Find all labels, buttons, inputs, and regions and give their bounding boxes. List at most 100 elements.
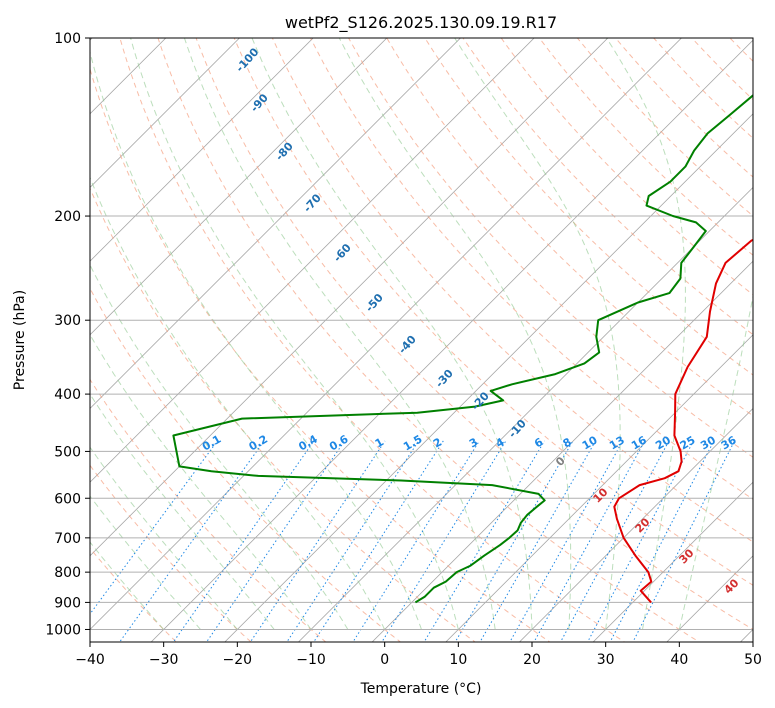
y-tick-label: 200: [54, 209, 81, 225]
mixing-ratio-label: 36: [719, 433, 739, 452]
isotherm-line: [90, 38, 462, 410]
mixing-ratio-line: [249, 440, 386, 642]
x-tick-label: 50: [744, 652, 762, 668]
moist-adiabat-line: [678, 293, 753, 630]
dry-adiabat-line: [90, 464, 252, 642]
mixing-ratio-line: [205, 440, 345, 642]
y-axis: 100 200 300 400 500 600 700 800 900 1000: [45, 31, 90, 638]
y-axis-label: Pressure (hPa): [12, 290, 28, 390]
moist-adiabat-line: [90, 333, 312, 630]
isotherm-line: [371, 260, 753, 642]
mixing-ratio-line: [479, 440, 596, 642]
y-tick-label: 100: [54, 31, 81, 47]
x-axis: −40 −30 −20 −10 0 10 20 30 40 50: [75, 642, 762, 668]
mixing-ratio-line: [509, 440, 624, 642]
dry-adiabat-line: [157, 38, 701, 642]
isotherm-line: [297, 186, 753, 642]
x-tick-label: −10: [296, 652, 326, 668]
moist-adiabat-line: [251, 38, 533, 630]
dry-adiabat-line: [90, 287, 402, 642]
isotherm-line: [90, 38, 241, 189]
isotherm-label: -50: [363, 291, 386, 315]
chart-title: wetPf2_S126.2025.130.09.19.R17: [285, 13, 557, 33]
dry-adiabat-line: [576, 38, 753, 217]
isotherm-line: [90, 38, 683, 631]
isotherm-line: [224, 113, 753, 642]
plot-area: [90, 38, 753, 642]
mixing-ratio-line: [587, 440, 694, 642]
mixing-ratio-label: 0.1: [200, 432, 223, 453]
dry-adiabat-line: [348, 38, 753, 458]
isotherm-line: [666, 555, 753, 642]
dry-adiabat-line: [119, 38, 626, 642]
moist-adiabat-line: [338, 38, 572, 630]
y-tick-label: 500: [54, 444, 81, 460]
mixing-ratio-label: 16: [629, 433, 649, 452]
isotherm-label: 10: [591, 485, 611, 505]
dry-adiabat-line: [386, 38, 753, 417]
mixing-ratio-line: [609, 440, 715, 642]
x-tick-label: 30: [597, 652, 615, 668]
mixing-ratio-line: [632, 440, 735, 642]
moist-adiabat-line: [130, 38, 459, 630]
mixing-ratio-line: [119, 440, 265, 642]
y-tick-label: 700: [54, 531, 81, 547]
isotherm-label: 0: [553, 454, 568, 469]
x-tick-label: −20: [223, 652, 253, 668]
x-axis-label: Temperature (°C): [360, 681, 482, 697]
mixing-ratio-line: [90, 440, 218, 615]
y-tick-label: 300: [54, 313, 81, 329]
mixing-ratio-label: 13: [607, 434, 627, 453]
mixing-ratio-line: [352, 440, 480, 642]
x-tick-label: 10: [449, 652, 467, 668]
dry-adiabat-line: [309, 38, 753, 500]
dry-adiabat-line: [271, 38, 753, 543]
y-tick-label: 800: [54, 565, 81, 581]
dry-adiabat-line: [424, 38, 753, 376]
isotherm-label: -20: [469, 389, 492, 413]
mixing-ratio-line: [286, 440, 420, 642]
line-labels: -100-90-80-70-60-50-40-30-20-10010203040…: [200, 45, 742, 596]
mixing-ratio-label: 0.6: [327, 432, 351, 453]
moist-adiabat-line: [90, 50, 422, 630]
mixing-ratio-label: 20: [653, 433, 673, 452]
mixing-ratio-line: [381, 440, 507, 642]
isotherm-label: 40: [722, 576, 742, 596]
moist-adiabat-line: [90, 541, 165, 630]
dry-adiabat-line: [90, 187, 476, 642]
mixing-ratio-label: 1.5: [401, 432, 424, 453]
mixing-ratio-label: 0.4: [296, 432, 320, 453]
x-tick-label: −30: [149, 652, 179, 668]
y-tick-label: 400: [54, 387, 81, 403]
mixing-ratio-label: 10: [580, 433, 600, 452]
moist-adiabat-line: [90, 263, 349, 630]
mixing-ratio-line: [454, 440, 574, 642]
sounding-lines: [172, 94, 753, 604]
moist-adiabat-line: [454, 38, 621, 630]
mixing-ratio-label: 2: [431, 435, 444, 450]
mixing-ratio-line: [313, 440, 444, 642]
moist-adiabat-line: [90, 495, 201, 630]
moist-adiabat-line: [183, 38, 496, 630]
isotherm-label: -80: [273, 140, 296, 164]
isotherm-label: -70: [301, 191, 324, 215]
x-tick-label: 0: [380, 652, 389, 668]
isotherm-label: 20: [633, 515, 653, 535]
dewpoint-profile-line: [172, 94, 753, 604]
dry-adiabat-line: [462, 38, 753, 336]
temperature-profile-line: [613, 238, 753, 604]
dry-adiabat-line: [538, 38, 753, 256]
isotherm-label: -40: [396, 333, 419, 357]
isotherm-label: -60: [331, 241, 354, 265]
dry-adiabat-line: [90, 67, 551, 642]
dry-adiabat-line: [233, 38, 753, 586]
plot-frame: [89, 37, 754, 643]
moist-adiabat-line: [90, 446, 238, 630]
y-tick-label: 900: [54, 595, 81, 611]
mixing-ratio-label: 0.2: [247, 432, 270, 453]
isotherm-line: [90, 38, 167, 115]
isotherm-line: [90, 38, 609, 557]
mixing-ratio-label: 6: [532, 435, 545, 450]
isotherm-line: [90, 38, 388, 336]
